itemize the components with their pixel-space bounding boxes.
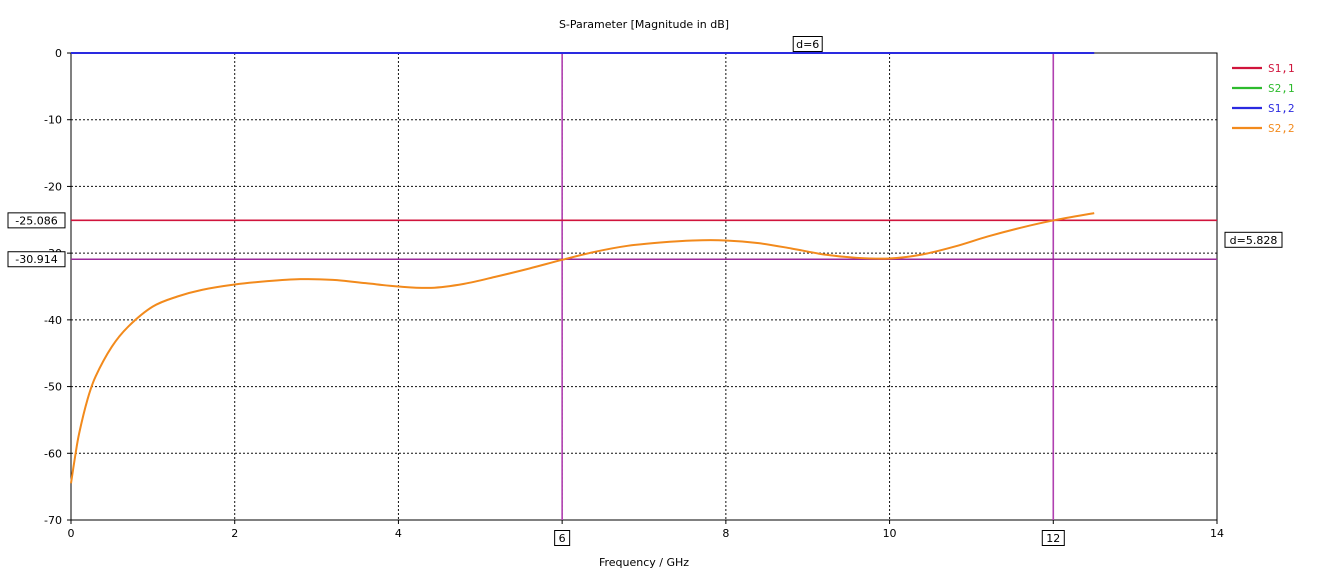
y-tick-label: -50 [44, 381, 62, 394]
x-tick-label: 14 [1210, 527, 1224, 540]
legend-entry[interactable]: S1,2 [1268, 102, 1295, 115]
legend-entry[interactable]: S1,1 [1268, 62, 1295, 75]
y-delta-label: d=5.828 [1230, 234, 1278, 247]
y-marker-label: -25.086 [15, 214, 57, 227]
legend-entry[interactable]: S2,2 [1268, 122, 1295, 135]
x-tick-label: 10 [883, 527, 897, 540]
x-tick-label: 4 [395, 527, 402, 540]
y-tick-label: -60 [44, 447, 62, 460]
x-delta-label: d=6 [796, 38, 819, 51]
grid-layer [71, 53, 1217, 520]
x-marker-label: 12 [1046, 532, 1060, 545]
y-tick-label: -20 [44, 180, 62, 193]
series-layer [70, 52, 1095, 484]
y-tick-label: 0 [55, 47, 62, 60]
y-delta-label-box [1224, 231, 1283, 248]
x-delta-label-box [792, 36, 823, 52]
x-marker-label-box [554, 530, 571, 546]
plot-area-frame [70, 52, 1218, 521]
chart-title: S-Parameter [Magnitude in dB] [559, 18, 729, 31]
series-s2-2-line [70, 212, 1095, 484]
y-marker-label: -30.914 [15, 253, 57, 266]
legend[interactable]: S1,1 S2,1 S1,2 S2,2 [1232, 62, 1295, 135]
x-axis-label: Frequency / GHz [599, 556, 689, 569]
marker-lines[interactable] [71, 53, 1217, 520]
x-tick-label: 2 [231, 527, 238, 540]
y-marker-label-box [7, 212, 66, 229]
y-tick-label: -10 [44, 114, 62, 127]
x-tick-label: 8 [722, 527, 729, 540]
x-tick-label: 0 [68, 527, 75, 540]
x-marker-label: 6 [559, 532, 566, 545]
y-tick-label: -40 [44, 314, 62, 327]
x-marker-label-box [1041, 530, 1065, 546]
legend-entry[interactable]: S2,1 [1268, 82, 1295, 95]
x-axis-ticks: 0 2 4 8 10 14 [68, 520, 1224, 540]
y-marker-label-box [7, 251, 66, 268]
y-tick-label: -70 [44, 514, 62, 527]
marker-labels: 6 12 -25.086 -30.914 d=6 d=5.828 [7, 36, 1283, 546]
y-axis-ticks: 0-10-20-30-40-50-60-70 [44, 47, 71, 527]
